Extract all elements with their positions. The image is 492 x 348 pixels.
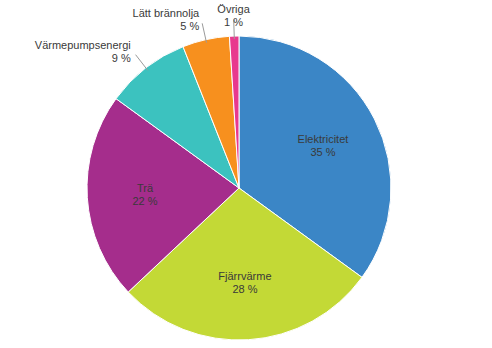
svg-text:Värmepumpsenergi9 %: Värmepumpsenergi9 %	[35, 39, 131, 64]
svg-text:Trä22 %: Trä22 %	[132, 182, 157, 207]
svg-text:Lätt brännolja5 %: Lätt brännolja5 %	[133, 7, 201, 32]
svg-text:Övriga1 %: Övriga1 %	[217, 3, 250, 28]
svg-text:Elektricitet35 %: Elektricitet35 %	[298, 133, 349, 158]
svg-text:Fjärrvärme28 %: Fjärrvärme28 %	[218, 270, 271, 295]
